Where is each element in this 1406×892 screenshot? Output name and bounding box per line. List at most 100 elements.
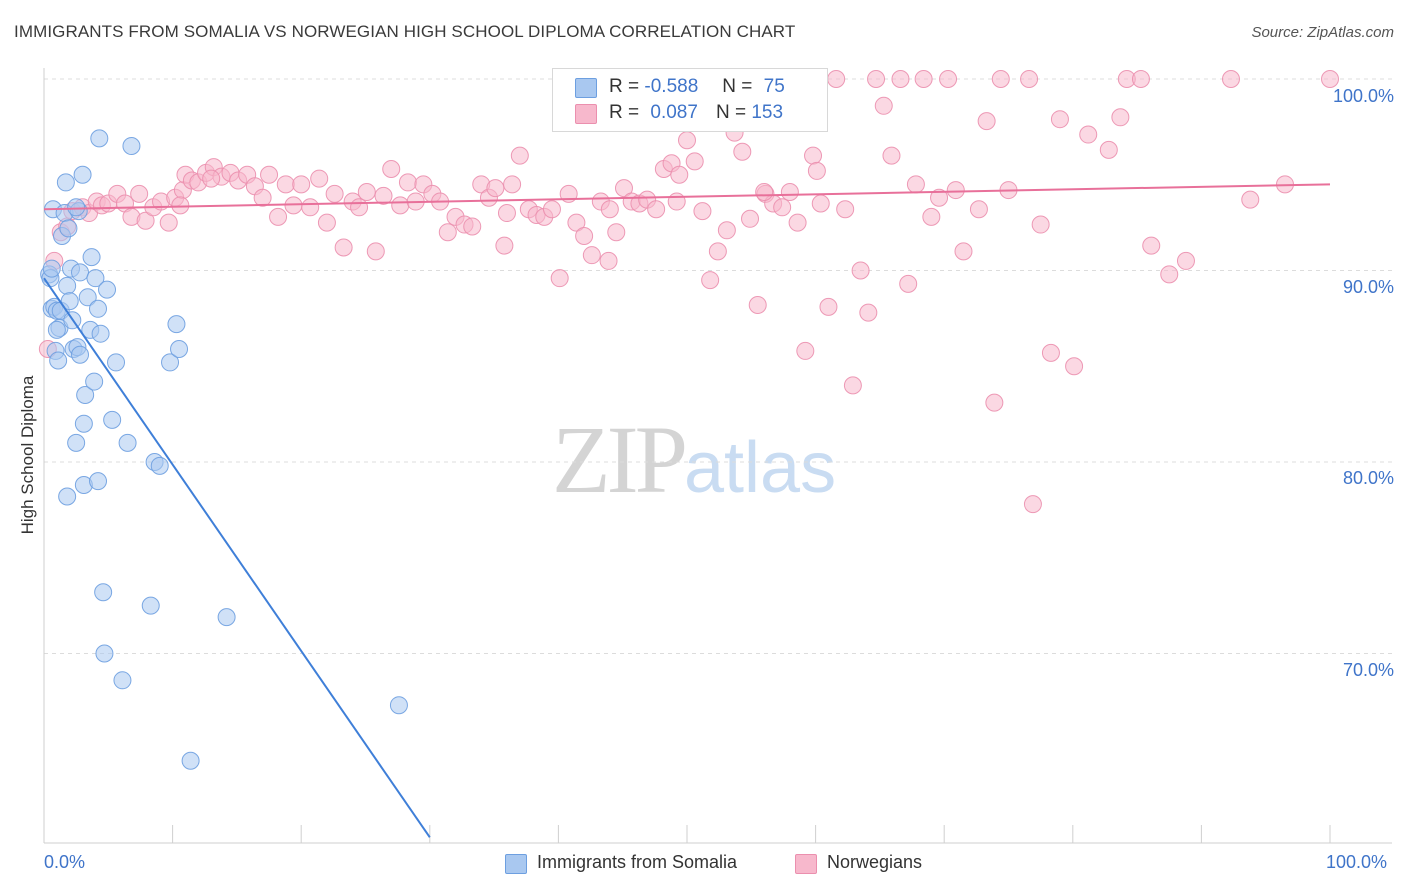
norwegians-point-118 xyxy=(954,242,973,261)
norwegians-point-146 xyxy=(667,192,686,211)
norwegians-point-56 xyxy=(463,217,482,236)
norwegians-point-48 xyxy=(398,173,417,192)
norwegians-point-61 xyxy=(503,175,522,194)
somalia-point-51 xyxy=(71,345,90,364)
norwegians-point-46 xyxy=(382,160,401,179)
somalia-point-33 xyxy=(94,583,113,602)
norwegians-point-136 xyxy=(1160,265,1179,284)
somalia-point-48 xyxy=(217,608,236,627)
norwegians-point-100 xyxy=(811,194,830,213)
norwegians-point-59 xyxy=(486,179,505,198)
norwegians-point-88 xyxy=(717,221,736,240)
norwegians-point-121 xyxy=(985,393,1004,412)
norwegians-point-110 xyxy=(891,70,910,88)
norwegians-point-45 xyxy=(374,186,393,205)
norwegians-point-62 xyxy=(510,146,529,165)
norwegians-point-44 xyxy=(366,242,385,261)
legend-text-somalia: R = -0.588 N = 75 xyxy=(609,76,785,97)
somalia-trend-line xyxy=(43,277,431,838)
norwegians-point-83 xyxy=(678,131,696,150)
norwegians-point-75 xyxy=(614,179,633,198)
norwegians-point-90 xyxy=(733,142,752,161)
norwegians-point-116 xyxy=(939,70,958,88)
bottom-legend-label-norwegians: Norwegians xyxy=(827,852,923,872)
norwegians-point-148 xyxy=(807,161,826,180)
somalia-point-53 xyxy=(89,472,108,491)
somalia-point-27 xyxy=(82,248,101,267)
norwegians-point-115 xyxy=(930,188,949,207)
norwegians-point-107 xyxy=(867,70,886,88)
norwegians-point-99 xyxy=(804,146,823,165)
bottom-legend-label-somalia: Immigrants from Somalia xyxy=(537,852,738,872)
somalia-point-12 xyxy=(56,173,75,192)
norwegians-trend-line xyxy=(43,183,1331,211)
norwegians-point-95 xyxy=(773,198,792,217)
norwegians-points xyxy=(38,70,1339,514)
norwegians-point-131 xyxy=(1099,140,1118,159)
norwegians-point-108 xyxy=(874,96,893,115)
norwegians-point-147 xyxy=(755,182,774,201)
norwegians-point-105 xyxy=(851,261,870,280)
norwegians-point-129 xyxy=(1065,357,1084,376)
norwegians-point-113 xyxy=(914,70,933,88)
norwegians-point-138 xyxy=(1221,70,1240,88)
norwegians-point-102 xyxy=(827,70,846,88)
norwegians-point-42 xyxy=(350,198,369,217)
norwegians-point-91 xyxy=(741,209,760,228)
norwegians-point-74 xyxy=(607,223,626,242)
somalia-point-37 xyxy=(107,353,126,372)
y-tick-label-80: 80.0% xyxy=(1342,468,1394,488)
norwegians-point-144 xyxy=(497,204,516,223)
norwegians-point-47 xyxy=(391,196,410,215)
norwegians-point-128 xyxy=(1050,110,1069,129)
norwegians-point-145 xyxy=(600,200,619,219)
x-tick-label-0: 0.0% xyxy=(44,852,86,872)
norwegians-point-70 xyxy=(575,227,594,246)
somalia-point-18 xyxy=(67,433,86,452)
norwegians-point-60 xyxy=(495,236,514,255)
norwegians-point-71 xyxy=(582,246,601,265)
norwegians-point-40 xyxy=(334,238,353,257)
norwegians-point-98 xyxy=(796,341,815,360)
somalia-point-31 xyxy=(90,129,109,148)
somalia-point-13 xyxy=(58,276,77,295)
norwegians-point-67 xyxy=(550,269,569,288)
norwegians-point-39 xyxy=(325,184,344,203)
somalia-point-50 xyxy=(58,487,77,506)
norwegians-point-13 xyxy=(130,184,149,203)
norwegians-point-17 xyxy=(159,213,178,232)
norwegians-point-96 xyxy=(780,182,799,201)
somalia-point-43 xyxy=(150,456,169,475)
legend-swatch-norwegians xyxy=(575,104,597,124)
norwegians-point-139 xyxy=(1241,190,1260,209)
somalia-point-28 xyxy=(85,372,104,391)
somalia-point-44 xyxy=(161,353,180,372)
norwegians-point-135 xyxy=(1142,236,1161,255)
somalia-point-29 xyxy=(86,269,105,288)
norwegians-point-132 xyxy=(1111,108,1130,127)
somalia-point-55 xyxy=(47,320,66,339)
somalia-point-36 xyxy=(103,410,122,429)
bottom-legend: Immigrants from Somalia Norwegians xyxy=(0,852,1406,880)
norwegians-point-79 xyxy=(647,200,666,219)
norwegians-point-43 xyxy=(357,182,376,201)
somalia-point-25 xyxy=(78,288,97,307)
norwegians-point-31 xyxy=(260,165,279,184)
norwegians-point-97 xyxy=(788,213,807,232)
somalia-point-56 xyxy=(67,198,86,217)
watermark: ZIPatlas xyxy=(552,404,836,515)
norwegians-point-127 xyxy=(1041,343,1060,362)
norwegians-point-87 xyxy=(708,242,727,261)
norwegians-point-125 xyxy=(1023,495,1042,514)
legend-swatch-somalia xyxy=(575,78,597,98)
norwegians-point-117 xyxy=(946,181,965,200)
norwegians-point-143 xyxy=(202,169,221,188)
somalia-point-21 xyxy=(71,263,90,282)
norwegians-point-35 xyxy=(292,175,311,194)
somalia-point-35 xyxy=(98,280,117,299)
somalia-point-40 xyxy=(122,137,141,156)
somalia-point-23 xyxy=(74,414,93,433)
norwegians-point-92 xyxy=(748,295,767,314)
norwegians-point-124 xyxy=(1020,70,1039,88)
norwegians-point-66 xyxy=(542,200,561,219)
